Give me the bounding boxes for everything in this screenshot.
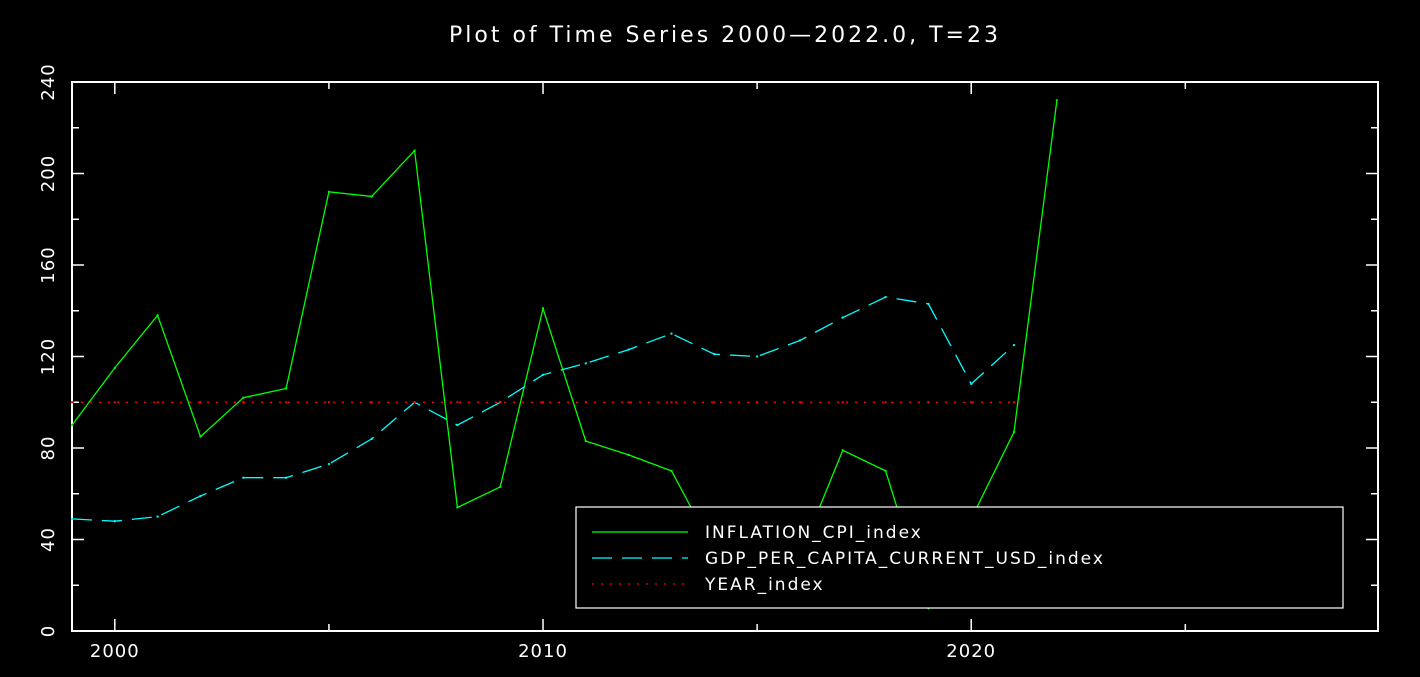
data-point xyxy=(199,435,202,438)
legend: INFLATION_CPI_index GDP_PER_CAPITA_CURREN… xyxy=(575,506,1344,609)
data-point xyxy=(456,401,459,404)
data-point xyxy=(541,373,545,376)
data-point xyxy=(970,401,973,404)
y-tick-label: 240 xyxy=(38,63,59,100)
data-point xyxy=(798,401,802,404)
data-point xyxy=(1012,343,1016,347)
data-point xyxy=(113,366,117,370)
data-point xyxy=(1055,99,1059,102)
data-point xyxy=(327,190,331,193)
legend-box xyxy=(575,506,1344,609)
data-point xyxy=(1012,430,1016,434)
data-point xyxy=(70,423,74,427)
data-point xyxy=(584,439,588,443)
data-point xyxy=(627,401,630,404)
legend-label: YEAR_index xyxy=(704,575,825,595)
data-point xyxy=(584,362,588,365)
data-point xyxy=(884,469,887,473)
y-tick-label: 160 xyxy=(38,246,59,283)
data-point xyxy=(541,307,545,310)
data-point xyxy=(755,355,759,358)
data-point xyxy=(798,339,802,342)
series-group xyxy=(70,99,1059,610)
data-point xyxy=(242,401,245,404)
data-point xyxy=(670,401,673,404)
data-point xyxy=(584,401,588,404)
data-point xyxy=(627,453,630,457)
data-point xyxy=(841,316,844,319)
legend-label: INFLATION_CPI_index xyxy=(705,523,923,543)
data-point xyxy=(498,401,502,404)
data-point xyxy=(327,462,331,466)
axis-ticks: 0 40 80 120 160 200 240 2000 2010 2020 xyxy=(38,63,1378,662)
data-point xyxy=(713,353,716,356)
data-point xyxy=(370,195,373,198)
data-point xyxy=(627,348,630,351)
series-line-gdp-per-capita-current-usd-index xyxy=(71,296,1015,522)
data-point xyxy=(1012,401,1016,404)
y-tick-label: 200 xyxy=(38,155,59,192)
data-point xyxy=(755,401,759,404)
data-point xyxy=(970,382,973,386)
legend-label: GDP_PER_CAPITA_CURRENT_USD_index xyxy=(705,549,1105,569)
chart-title: Plot of Time Series 2000—2022.0, T=23 xyxy=(449,23,1001,48)
data-point xyxy=(156,515,159,518)
y-tick-label: 0 xyxy=(38,625,59,637)
data-point xyxy=(670,469,673,473)
data-point xyxy=(841,449,844,452)
data-point xyxy=(113,401,117,404)
x-tick-label: 2010 xyxy=(518,641,568,662)
data-point xyxy=(70,517,74,521)
data-point xyxy=(199,494,202,498)
data-point xyxy=(884,295,887,299)
y-tick-label: 80 xyxy=(38,436,59,461)
data-point xyxy=(927,401,930,404)
x-tick-label: 2020 xyxy=(946,641,996,662)
data-point xyxy=(413,149,416,152)
data-point xyxy=(242,396,245,399)
data-point xyxy=(242,476,245,479)
data-point xyxy=(156,314,159,317)
data-point xyxy=(456,423,459,427)
data-point xyxy=(199,401,202,404)
data-point xyxy=(841,401,844,404)
data-point xyxy=(370,401,373,404)
data-point xyxy=(70,401,74,404)
data-point xyxy=(156,401,159,404)
data-point xyxy=(456,506,459,509)
data-point xyxy=(927,302,930,306)
data-point xyxy=(884,401,887,404)
data-point xyxy=(541,401,545,404)
data-point xyxy=(670,332,673,335)
data-point xyxy=(284,401,288,404)
series-line-inflation-cpi-index xyxy=(71,100,1058,610)
data-point xyxy=(284,387,288,390)
y-tick-label: 120 xyxy=(38,338,59,375)
data-point xyxy=(413,401,416,404)
data-point xyxy=(113,520,117,523)
data-point xyxy=(284,476,288,479)
y-tick-label: 40 xyxy=(38,527,59,552)
data-point xyxy=(327,401,331,404)
x-tick-label: 2000 xyxy=(90,641,140,662)
data-point xyxy=(713,401,716,404)
data-point xyxy=(498,485,502,489)
data-point xyxy=(370,437,373,441)
